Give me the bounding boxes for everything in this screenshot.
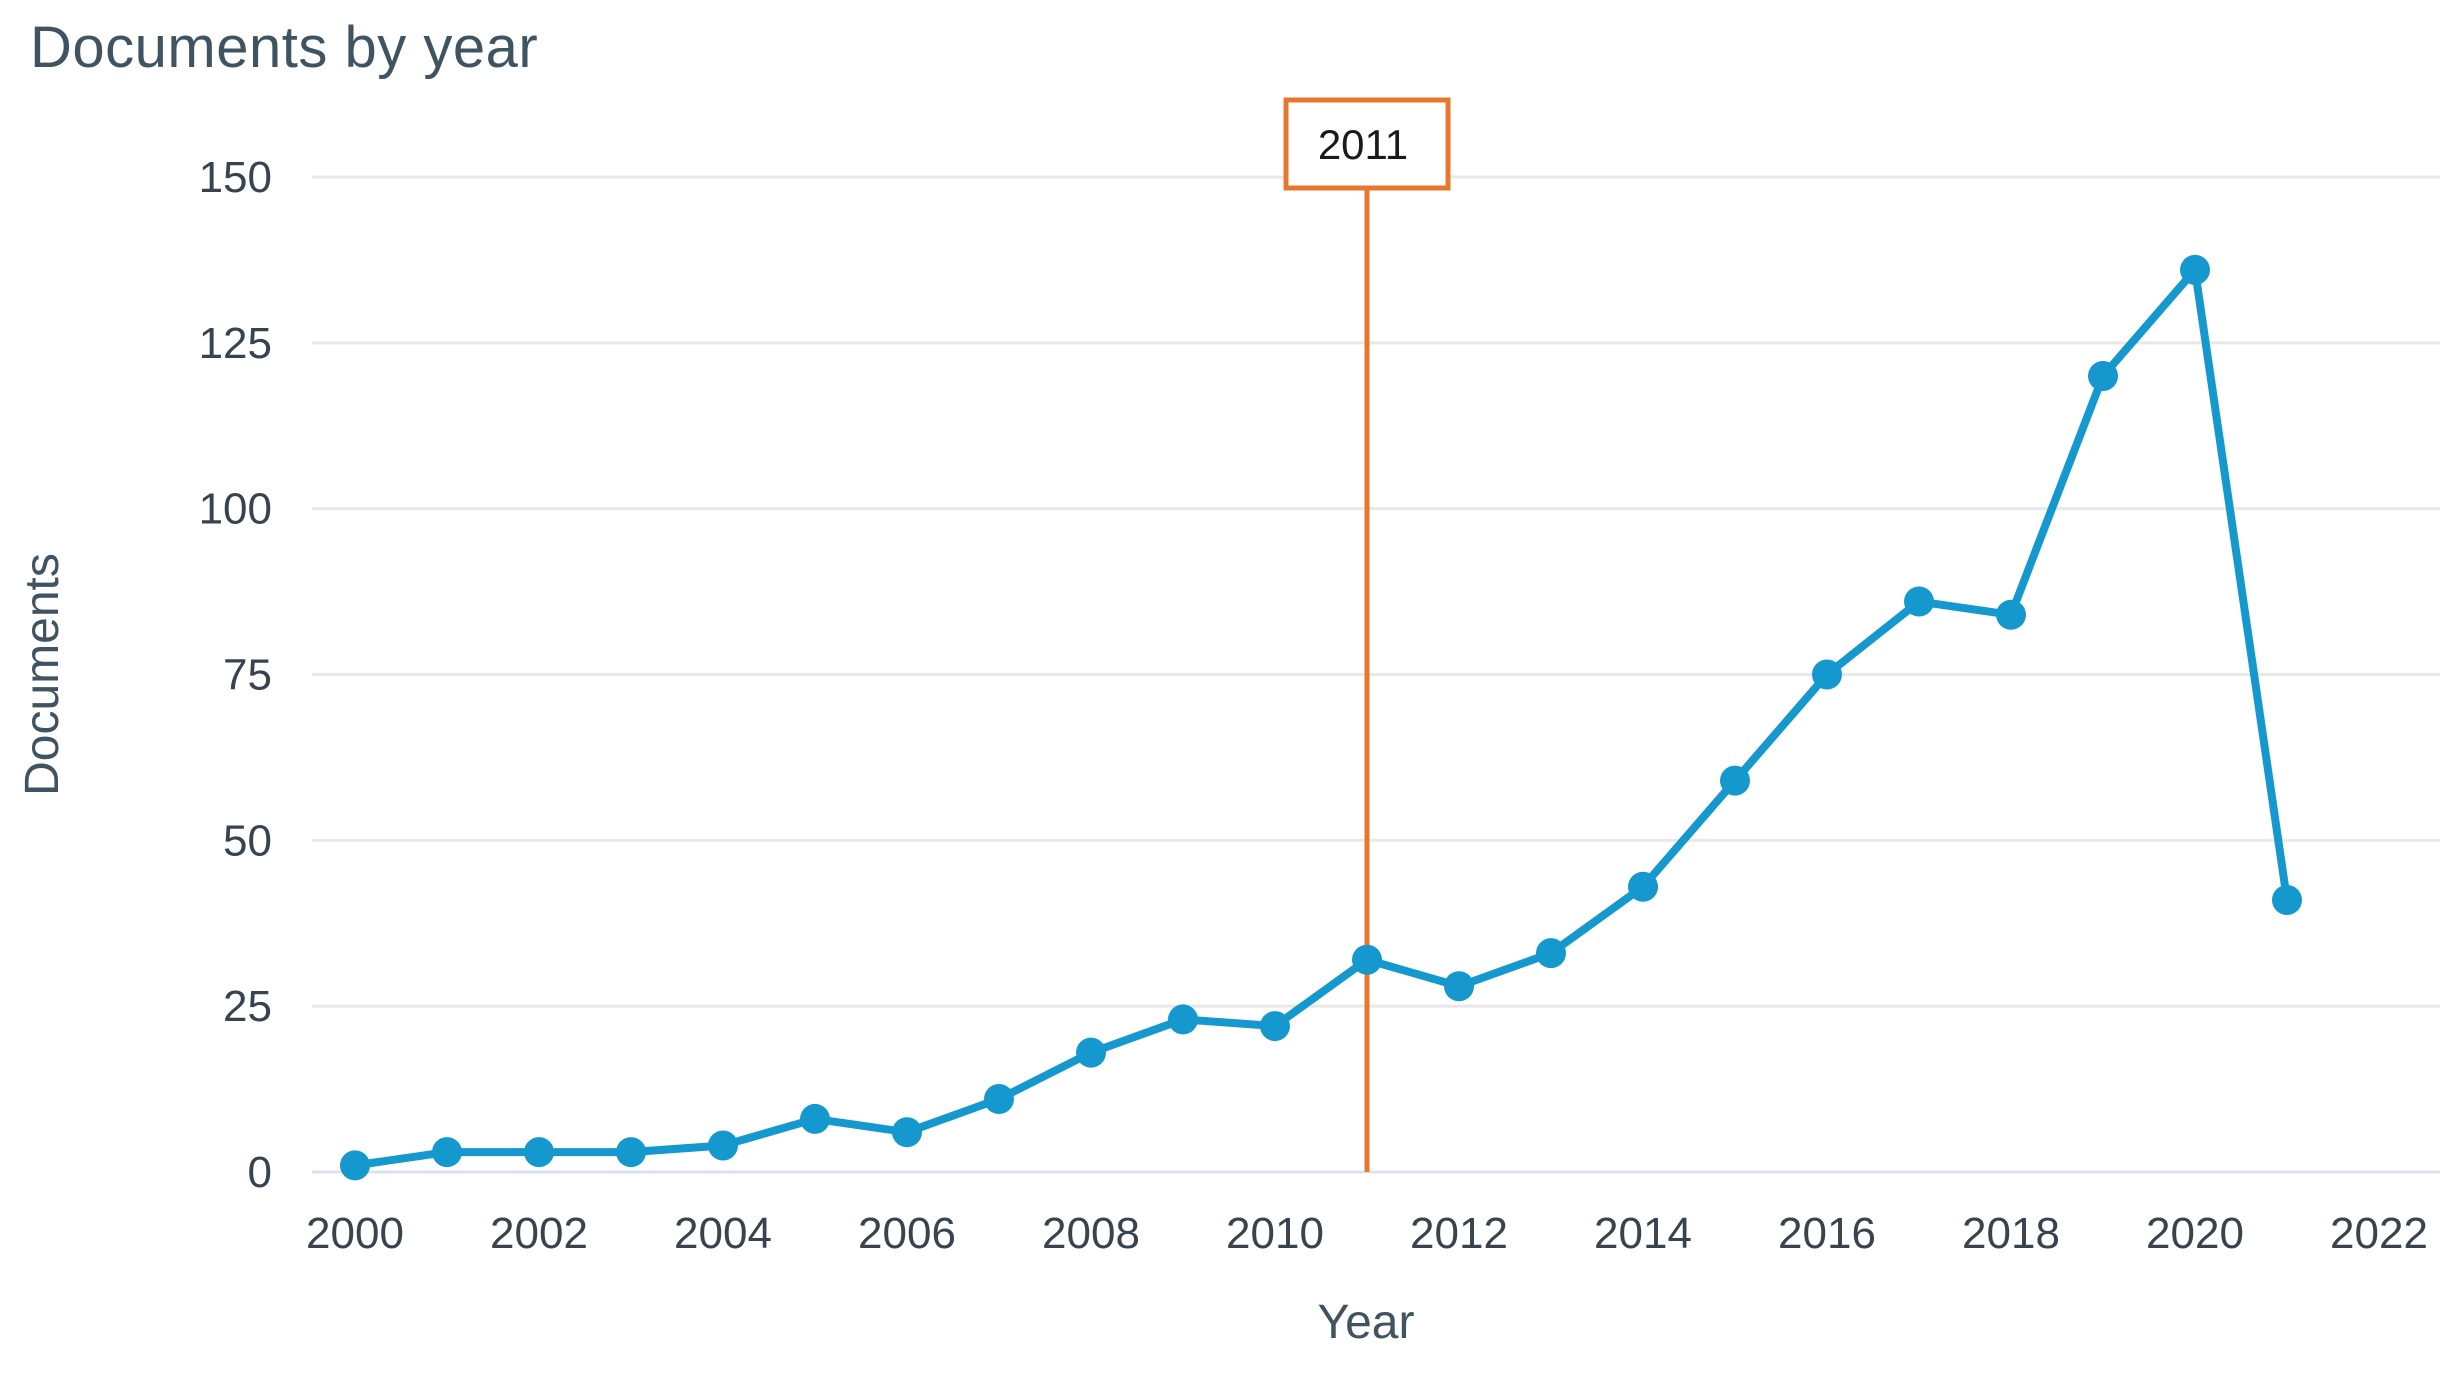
data-point-2011[interactable] xyxy=(1352,944,1382,975)
data-point-2016[interactable] xyxy=(1812,659,1842,690)
chart-title: Documents by year xyxy=(30,15,539,80)
x-axis-title: Year xyxy=(1318,1296,1415,1349)
data-point-2021[interactable] xyxy=(2272,885,2302,916)
data-point-2009[interactable] xyxy=(1168,1004,1198,1035)
data-point-2001[interactable] xyxy=(432,1137,462,1168)
y-tick-0: 0 xyxy=(248,1148,272,1197)
y-tick-100: 100 xyxy=(199,485,272,534)
data-point-2014[interactable] xyxy=(1628,871,1658,902)
y-tick-150: 150 xyxy=(199,153,272,202)
data-point-2020[interactable] xyxy=(2180,254,2210,285)
y-tick-75: 75 xyxy=(223,651,272,700)
x-tick-2006: 2006 xyxy=(858,1209,956,1258)
data-point-2015[interactable] xyxy=(1720,765,1750,796)
y-axis-title: Documents xyxy=(16,553,69,796)
annotation-year-box[interactable] xyxy=(1283,97,1451,191)
data-point-2006[interactable] xyxy=(892,1117,922,1148)
x-tick-2004: 2004 xyxy=(674,1209,772,1258)
y-tick-25: 25 xyxy=(223,982,272,1031)
x-tick-2022: 2022 xyxy=(2330,1209,2428,1258)
x-tick-2016: 2016 xyxy=(1778,1209,1876,1258)
data-point-2003[interactable] xyxy=(616,1137,646,1168)
x-tick-2012: 2012 xyxy=(1410,1209,1508,1258)
data-point-2007[interactable] xyxy=(984,1084,1014,1115)
annotation-label-layer: 2011 xyxy=(1283,97,1451,191)
x-tick-2010: 2010 xyxy=(1226,1209,1324,1258)
x-tick-2000: 2000 xyxy=(306,1209,404,1258)
data-point-2012[interactable] xyxy=(1444,971,1474,1002)
y-axis-tick-labels: 0 25 50 75 100 125 150 xyxy=(199,153,272,1197)
data-series-layer xyxy=(340,254,2302,1181)
x-tick-2008: 2008 xyxy=(1042,1209,1140,1258)
data-point-2010[interactable] xyxy=(1260,1011,1290,1042)
y-tick-50: 50 xyxy=(223,816,272,865)
data-point-2005[interactable] xyxy=(800,1103,830,1134)
data-point-2008[interactable] xyxy=(1076,1037,1106,1068)
x-tick-2020: 2020 xyxy=(2146,1209,2244,1258)
data-point-2013[interactable] xyxy=(1536,938,1566,969)
gridlines-layer xyxy=(312,175,2440,1174)
x-tick-2002: 2002 xyxy=(490,1209,588,1258)
x-tick-2018: 2018 xyxy=(1962,1209,2060,1258)
x-tick-2014: 2014 xyxy=(1594,1209,1692,1258)
data-point-2018[interactable] xyxy=(1996,599,2026,630)
x-axis-tick-labels: 2000 2002 2004 2006 2008 2010 2012 2014 2016 2018… xyxy=(306,1209,2428,1258)
y-tick-125: 125 xyxy=(199,319,272,368)
annotation-year-label: 2011 xyxy=(1318,121,1408,168)
data-point-2017[interactable] xyxy=(1904,586,1934,617)
data-point-2002[interactable] xyxy=(524,1137,554,1168)
data-point-2000[interactable] xyxy=(340,1150,370,1181)
data-point-2004[interactable] xyxy=(708,1130,738,1161)
documents-series-line xyxy=(351,265,2291,1170)
data-point-2019[interactable] xyxy=(2088,361,2118,391)
